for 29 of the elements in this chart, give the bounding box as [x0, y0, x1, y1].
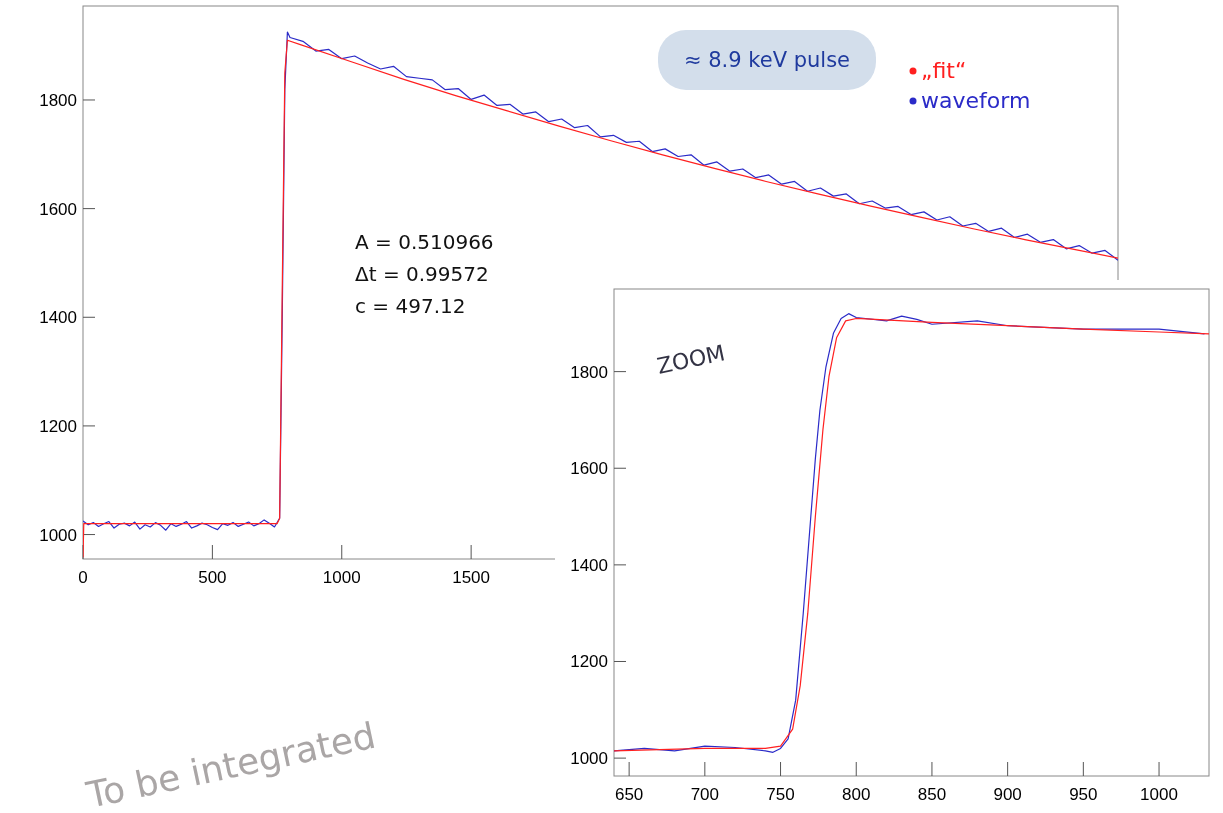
y-tick-label: 1000	[39, 525, 77, 545]
annotation: c = 497.12	[355, 294, 466, 318]
x-tick-label: 700	[690, 785, 720, 804]
y-tick-label: 1600	[570, 459, 608, 479]
annotation: ZOOM	[654, 340, 728, 379]
y-tick-label: 1200	[570, 652, 608, 672]
y-tick-label: 1600	[39, 199, 77, 219]
y-tick-label: 1000	[570, 749, 608, 769]
y-tick-label: 1800	[39, 90, 77, 110]
x-tick-label: 900	[993, 785, 1022, 804]
x-tick-label: 0	[78, 568, 88, 587]
x-tick-label: 1500	[452, 568, 491, 587]
y-tick-label: 1400	[39, 308, 77, 328]
x-tick-label: 800	[842, 785, 871, 804]
x-tick-label: 500	[198, 568, 227, 587]
x-tick-label: 750	[766, 785, 795, 804]
x-tick-label: 950	[1069, 785, 1098, 804]
annotation: A = 0.510966	[355, 230, 494, 254]
x-tick-label: 650	[614, 785, 644, 804]
legend-label: waveform	[921, 87, 1031, 113]
legend-label: „fit“	[921, 57, 967, 83]
y-tick-label: 1400	[570, 555, 608, 575]
x-tick-label: 1000	[322, 568, 361, 587]
text: ≈ 8.9 keV pulse	[683, 48, 851, 73]
y-tick-label: 1800	[570, 362, 608, 382]
y-tick-label: 1200	[39, 416, 77, 436]
annotation: Δt = 0.99572	[355, 262, 489, 286]
x-tick-label: 1000	[1140, 785, 1178, 804]
x-tick-label: 850	[917, 785, 947, 804]
